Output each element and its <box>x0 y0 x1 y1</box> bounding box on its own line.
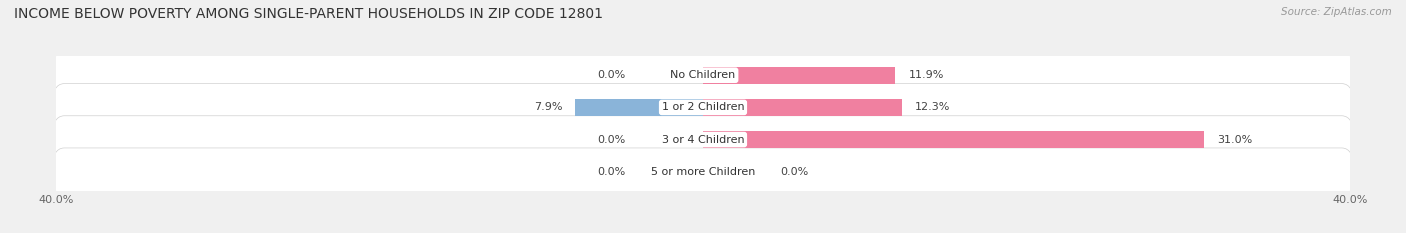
Text: 31.0%: 31.0% <box>1218 135 1253 145</box>
Text: 0.0%: 0.0% <box>780 167 808 177</box>
FancyBboxPatch shape <box>52 116 1354 163</box>
FancyBboxPatch shape <box>52 148 1354 195</box>
Text: 12.3%: 12.3% <box>915 102 950 112</box>
Text: 11.9%: 11.9% <box>908 70 943 80</box>
Text: 3 or 4 Children: 3 or 4 Children <box>662 135 744 145</box>
Bar <box>575 99 703 116</box>
Bar <box>703 131 1205 148</box>
Text: 5 or more Children: 5 or more Children <box>651 167 755 177</box>
Text: Source: ZipAtlas.com: Source: ZipAtlas.com <box>1281 7 1392 17</box>
Text: INCOME BELOW POVERTY AMONG SINGLE-PARENT HOUSEHOLDS IN ZIP CODE 12801: INCOME BELOW POVERTY AMONG SINGLE-PARENT… <box>14 7 603 21</box>
FancyBboxPatch shape <box>52 51 1354 99</box>
Text: 0.0%: 0.0% <box>598 70 626 80</box>
Text: 0.0%: 0.0% <box>598 135 626 145</box>
Text: 7.9%: 7.9% <box>534 102 562 112</box>
Bar <box>703 67 896 84</box>
FancyBboxPatch shape <box>52 84 1354 131</box>
Text: 1 or 2 Children: 1 or 2 Children <box>662 102 744 112</box>
Text: No Children: No Children <box>671 70 735 80</box>
Bar <box>703 99 901 116</box>
Text: 0.0%: 0.0% <box>598 167 626 177</box>
